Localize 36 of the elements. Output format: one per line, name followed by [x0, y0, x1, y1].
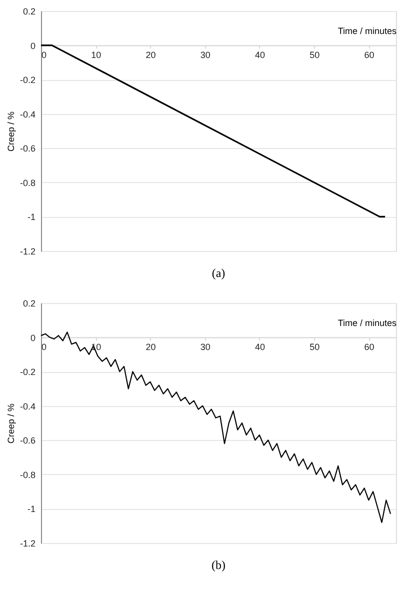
text: (a) [212, 266, 226, 280]
line-series [40, 332, 392, 523]
y-tick-label: -0.4 [20, 401, 36, 412]
y-tick-label: -1 [27, 504, 36, 514]
y-tick-label: -0.6 [20, 144, 36, 154]
y-tick-label: -0.2 [20, 75, 36, 86]
y-tick-label: -1.2 [20, 538, 36, 548]
x-tick-label: 60 [364, 342, 374, 352]
x-tick-label: 30 [200, 342, 210, 352]
x-tick-label: 20 [146, 50, 156, 60]
x-axis-title: Time / minutes [338, 318, 397, 328]
x-tick-label: 40 [254, 342, 265, 352]
y-tick-label: 0.2 [22, 6, 36, 16]
x-tick-label: 50 [310, 50, 320, 60]
y-axis-title: Creep / % [6, 403, 16, 444]
y-axis-title: Creep / % [6, 111, 16, 152]
y-tick-label: -0.8 [20, 178, 36, 188]
x-tick-label: 50 [310, 342, 320, 352]
x-tick-label: 0 [42, 342, 47, 352]
y-tick-label: 0 [30, 40, 36, 51]
x-tick-label: 30 [200, 50, 210, 60]
x-tick-label: 60 [364, 50, 374, 60]
y-tick-label: 0 [30, 332, 36, 343]
x-tick-label: 10 [91, 50, 102, 60]
y-tick-label: -0.8 [20, 470, 36, 480]
y-tick-label: -0.2 [20, 367, 36, 378]
x-tick-label: 0 [42, 50, 47, 60]
x-axis-title: Time / minutes [338, 26, 397, 36]
text: (b) [212, 558, 226, 572]
y-tick-label: 0.2 [22, 298, 36, 308]
y-tick-label: -1 [27, 212, 36, 222]
x-tick-label: 20 [146, 342, 156, 352]
x-tick-label: 40 [254, 50, 265, 60]
y-tick-label: -1.2 [20, 246, 36, 256]
y-tick-label: -0.6 [20, 436, 36, 446]
y-tick-label: -0.4 [20, 109, 36, 120]
